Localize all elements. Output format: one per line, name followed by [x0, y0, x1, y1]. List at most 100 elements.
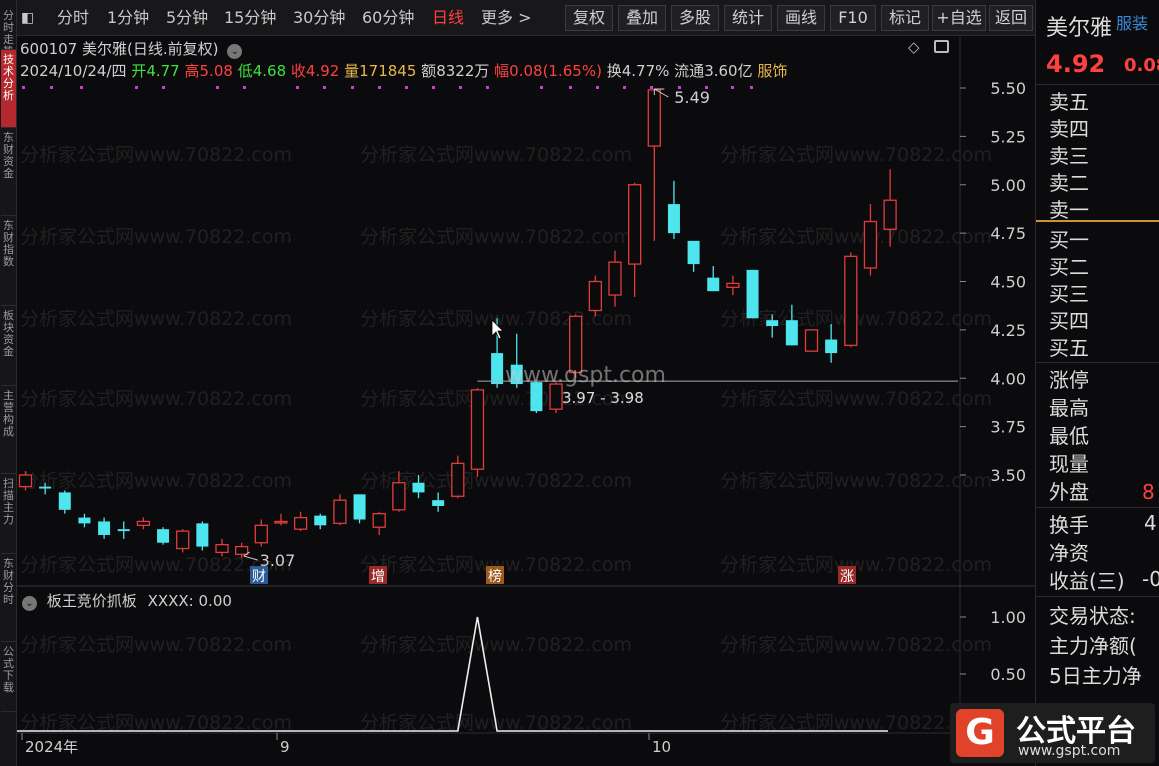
- low-label: 低: [237, 62, 253, 80]
- indicator-title-line: ⌄ 板王竞价抓板 XXXX: 0.00: [22, 590, 232, 611]
- period-tab-30min[interactable]: 30分钟: [293, 8, 346, 27]
- indicator-tick-label: 1.00: [990, 608, 1026, 627]
- marker-dot: [750, 86, 753, 89]
- side-tab-3[interactable]: 东财指数: [1, 216, 16, 306]
- turnover-label: 换: [606, 62, 622, 80]
- chevron-down-icon[interactable]: ⌄: [22, 596, 37, 611]
- stats-button[interactable]: 统计: [724, 5, 772, 31]
- quote-row-label: 涨停: [1049, 368, 1089, 392]
- candle-body: [432, 500, 445, 506]
- period-tab-daily[interactable]: 日线: [432, 8, 465, 27]
- multi-stock-button[interactable]: 多股: [671, 5, 719, 31]
- high-value: 5.08: [199, 62, 233, 80]
- side-tab-1[interactable]: 技术分析: [1, 50, 16, 128]
- fuquan-button[interactable]: 复权: [565, 5, 613, 31]
- period-tab-5min[interactable]: 5分钟: [166, 8, 209, 27]
- industry-label: 服饰: [757, 62, 788, 80]
- quote-row-label: 买四: [1049, 309, 1089, 333]
- marker-dot: [569, 86, 572, 89]
- back-icon[interactable]: ◧: [21, 10, 35, 26]
- stock-title-line: 600107 美尔雅(日线.前复权) ⌄: [20, 38, 243, 59]
- indicator-tick-label: 0.50: [990, 665, 1026, 684]
- high-marker: [653, 88, 669, 98]
- close-value: 4.92: [305, 62, 340, 80]
- candle-body: [314, 515, 327, 526]
- candle-body: [804, 329, 819, 352]
- open-label: 开: [131, 62, 147, 80]
- quote-row-label: 卖五: [1049, 90, 1089, 114]
- quote-row-label: 交易状态:: [1049, 604, 1136, 628]
- f10-button[interactable]: F10: [830, 5, 876, 31]
- candle-body: [588, 280, 602, 312]
- mark-button[interactable]: 标记: [881, 5, 929, 31]
- candle-body: [176, 530, 190, 550]
- side-tab-6[interactable]: 扫描主力: [1, 474, 16, 554]
- overlay-button[interactable]: 叠加: [618, 5, 666, 31]
- marker-dot: [80, 86, 83, 89]
- divider: [1036, 362, 1159, 363]
- candle-body: [883, 199, 897, 230]
- quote-row-label: 现量: [1049, 452, 1089, 476]
- side-tab-0[interactable]: 分时走势: [1, 6, 16, 50]
- quote-row-label: 最低: [1049, 424, 1089, 448]
- outer-value: 8: [1142, 480, 1155, 504]
- event-badge-label: 涨: [840, 569, 854, 585]
- candle-body: [157, 529, 170, 543]
- candlestick-chart[interactable]: 5.50 5.25 5.00 4.75 4.50 4.25 4.00 3.75 3.50 5.49…: [0, 0, 1035, 766]
- side-tab-2[interactable]: 东财资金: [1, 128, 16, 216]
- indicator-name: 板王竞价抓板: [46, 592, 137, 610]
- add-watchlist-button[interactable]: +自选: [932, 5, 986, 31]
- period-tab-60min[interactable]: 60分钟: [362, 8, 415, 27]
- stock-code-name: 600107 美尔雅(日线.前复权): [20, 40, 219, 58]
- window-icon[interactable]: [934, 40, 949, 53]
- return-button[interactable]: 返回: [989, 5, 1033, 31]
- industry-tag[interactable]: 服装: [1116, 14, 1149, 33]
- candle-body: [628, 184, 642, 265]
- float-label: 流通: [674, 62, 705, 80]
- candle-body: [569, 315, 583, 374]
- candle-body: [39, 486, 52, 489]
- candle-body: [392, 482, 406, 511]
- side-tab-7[interactable]: 东财分时: [1, 554, 16, 642]
- candle-body: [234, 545, 249, 555]
- candle-body: [470, 389, 485, 470]
- diamond-icon[interactable]: ◇: [908, 38, 920, 56]
- quote-row-label: 买一: [1049, 228, 1089, 252]
- amt-value: 8322万: [436, 62, 490, 80]
- divider: [1036, 596, 1159, 597]
- logo-url: www.gspt.com: [1018, 743, 1121, 759]
- period-tab-15min[interactable]: 15分钟: [224, 8, 277, 27]
- ohlc-info-line: 2024/10/24/四 开4.77 高5.08 低4.68 收4.92 量17…: [20, 60, 787, 81]
- gap-annotation: 3.97 - 3.98: [562, 389, 644, 407]
- side-tab-5[interactable]: 主营构成: [1, 386, 16, 474]
- quote-row-label: 净资: [1049, 541, 1089, 565]
- candle-body: [293, 516, 308, 530]
- logo-title: 公式平台: [1016, 714, 1136, 749]
- quote-row-label: 买三: [1049, 282, 1089, 306]
- chevron-down-icon[interactable]: ⌄: [227, 44, 243, 59]
- price-tick-label: 3.50: [990, 466, 1026, 485]
- close-label: 收: [290, 62, 306, 80]
- period-tab-fenshi[interactable]: 分时: [57, 8, 90, 27]
- event-badge-label: 榜: [488, 568, 502, 585]
- quote-row-label: 最高: [1049, 396, 1089, 420]
- side-tab-4[interactable]: 板块资金: [1, 306, 16, 386]
- candle-body: [530, 382, 543, 412]
- marker-dot: [486, 86, 489, 89]
- period-tab-1min[interactable]: 1分钟: [107, 8, 150, 27]
- quote-row-label: 买二: [1049, 255, 1089, 279]
- price-tick-label: 4.75: [990, 224, 1026, 243]
- chg-label: 幅: [494, 62, 510, 80]
- price-tick-label: 5.50: [990, 79, 1026, 98]
- candle-body: [451, 462, 465, 497]
- chg-value: 0.08(1.65%): [509, 62, 602, 80]
- marker-dot: [705, 86, 708, 89]
- info-date: 2024/10/24/四: [20, 62, 127, 80]
- high-annotation: 5.49: [674, 88, 710, 107]
- candle-body: [667, 204, 680, 234]
- marker-dot: [50, 86, 53, 89]
- low-value: 4.68: [252, 62, 287, 80]
- side-tab-8[interactable]: 公式下载: [1, 642, 16, 712]
- draw-button[interactable]: 画线: [777, 5, 825, 31]
- period-tab-more[interactable]: 更多 >: [481, 8, 532, 27]
